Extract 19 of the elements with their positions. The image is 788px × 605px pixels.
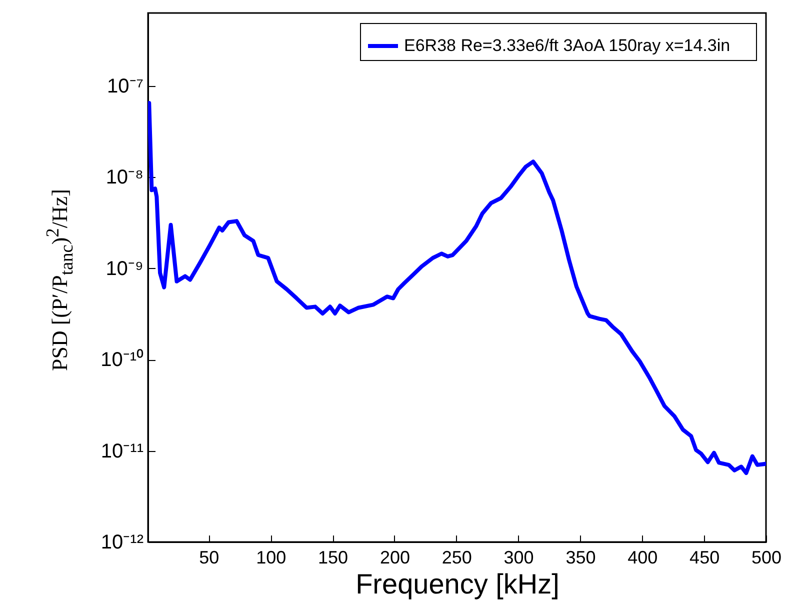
y-tick-label: 10⁻¹² xyxy=(100,532,144,554)
x-tick-label: 400 xyxy=(628,548,658,568)
x-tick-label: 250 xyxy=(442,548,472,568)
x-tick-label: 100 xyxy=(256,548,286,568)
y-tick-label: 10⁻¹⁰ xyxy=(100,348,144,372)
x-tick-label: 150 xyxy=(318,548,348,568)
y-tick-label: 10⁻⁸ xyxy=(106,166,144,189)
y-tick-label: 10⁻¹¹ xyxy=(100,440,144,462)
x-tick-label: 350 xyxy=(566,548,596,568)
line-series xyxy=(148,100,766,476)
x-tick-label: 50 xyxy=(199,548,220,568)
x-axis-title: Frequency [kHz] xyxy=(356,568,560,600)
x-tick-label: 200 xyxy=(380,548,410,568)
legend-label: E6R38 Re=3.33e6/ft 3AoA 150ray x=14.3in xyxy=(404,36,730,55)
x-tick-label: 450 xyxy=(690,548,720,568)
y-tick-label: 10⁻⁹ xyxy=(106,258,144,280)
x-tick-label: 300 xyxy=(504,548,534,568)
x-tick-label: 500 xyxy=(751,548,782,568)
y-tick-label: 10⁻⁷ xyxy=(107,75,144,98)
